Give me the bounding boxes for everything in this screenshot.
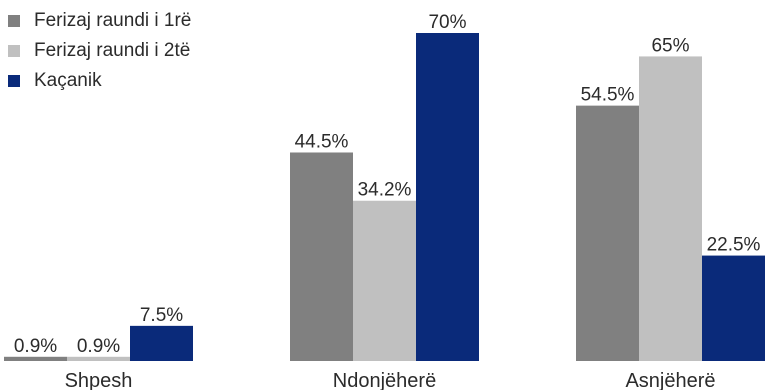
legend-item-kacanik: Kaçanik <box>8 66 191 96</box>
bar-kacanik-asnjehere <box>702 255 765 361</box>
bar-kacanik-shpesh <box>130 325 193 361</box>
data-label-ferizaj-raundi-1-shpesh: 0.9% <box>14 336 57 357</box>
data-label-ferizaj-raundi-2-ndonjehere: 34.2% <box>358 180 412 201</box>
bar-ferizaj-raundi-1-shpesh <box>4 356 67 361</box>
bar-ferizaj-raundi-2-ndonjehere <box>353 200 416 361</box>
x-tick-label-asnjehere: Asnjëherë <box>625 370 715 390</box>
legend-label-kacanik: Kaçanik <box>34 70 102 91</box>
bar-ferizaj-raundi-1-ndonjehere <box>290 152 353 361</box>
legend-swatch-kacanik <box>8 75 20 87</box>
legend-item-ferizaj-raundi-2: Ferizaj raundi i 2të <box>8 36 191 66</box>
legend-item-ferizaj-raundi-1: Ferizaj raundi i 1rë <box>8 6 191 36</box>
legend-label-ferizaj-raundi-2: Ferizaj raundi i 2të <box>34 40 191 61</box>
data-label-ferizaj-raundi-1-ndonjehere: 44.5% <box>295 131 349 152</box>
data-label-kacanik-asnjehere: 22.5% <box>707 235 761 256</box>
bar-ferizaj-raundi-2-shpesh <box>67 356 130 361</box>
legend-swatch-ferizaj-raundi-1 <box>8 15 20 27</box>
legend-label-ferizaj-raundi-1: Ferizaj raundi i 1rë <box>34 10 192 31</box>
x-tick-label-ndonjehere: Ndonjëherë <box>333 370 436 390</box>
data-label-ferizaj-raundi-2-shpesh: 0.9% <box>77 336 120 357</box>
data-label-kacanik-ndonjehere: 70% <box>428 12 466 33</box>
data-label-kacanik-shpesh: 7.5% <box>140 305 183 326</box>
x-tick-label-shpesh: Shpesh <box>65 370 133 390</box>
bar-ferizaj-raundi-2-asnjehere <box>639 56 702 362</box>
bar-ferizaj-raundi-1-asnjehere <box>576 105 639 361</box>
legend-swatch-ferizaj-raundi-2 <box>8 45 20 57</box>
data-label-ferizaj-raundi-2-asnjehere: 65% <box>651 35 689 56</box>
data-label-ferizaj-raundi-1-asnjehere: 54.5% <box>581 85 635 106</box>
bar-kacanik-ndonjehere <box>416 33 479 361</box>
chart-legend: Ferizaj raundi i 1rë Ferizaj raundi i 2t… <box>8 6 191 96</box>
